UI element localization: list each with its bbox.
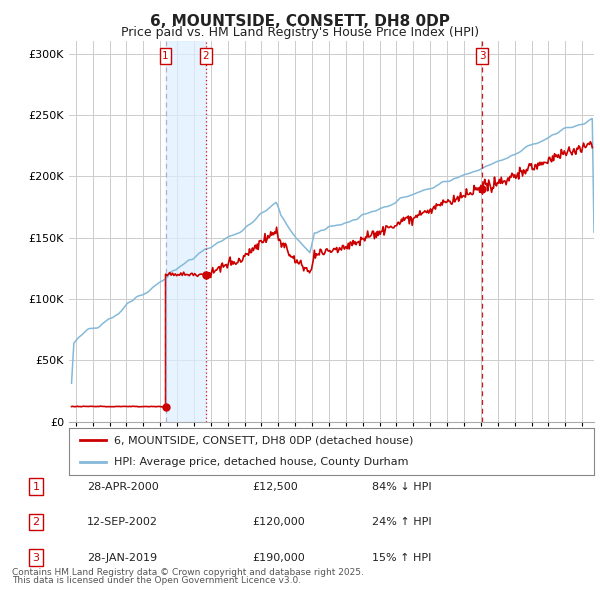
Text: 2: 2	[203, 51, 209, 61]
Text: Contains HM Land Registry data © Crown copyright and database right 2025.: Contains HM Land Registry data © Crown c…	[12, 568, 364, 577]
Text: 84% ↓ HPI: 84% ↓ HPI	[372, 482, 431, 491]
Text: HPI: Average price, detached house, County Durham: HPI: Average price, detached house, Coun…	[113, 457, 408, 467]
Text: 28-JAN-2019: 28-JAN-2019	[87, 553, 157, 562]
Text: 6, MOUNTSIDE, CONSETT, DH8 0DP (detached house): 6, MOUNTSIDE, CONSETT, DH8 0DP (detached…	[113, 435, 413, 445]
Text: 3: 3	[32, 553, 40, 562]
Text: 12-SEP-2002: 12-SEP-2002	[87, 517, 158, 527]
Text: 1: 1	[32, 482, 40, 491]
Text: 3: 3	[479, 51, 485, 61]
Text: 6, MOUNTSIDE, CONSETT, DH8 0DP: 6, MOUNTSIDE, CONSETT, DH8 0DP	[150, 14, 450, 28]
Bar	[166, 41, 206, 422]
Text: 1: 1	[162, 51, 169, 61]
Text: £120,000: £120,000	[252, 517, 305, 527]
Text: 2: 2	[32, 517, 40, 527]
Text: 15% ↑ HPI: 15% ↑ HPI	[372, 553, 431, 562]
Text: £190,000: £190,000	[252, 553, 305, 562]
Text: £12,500: £12,500	[252, 482, 298, 491]
Text: This data is licensed under the Open Government Licence v3.0.: This data is licensed under the Open Gov…	[12, 576, 301, 585]
Text: Price paid vs. HM Land Registry's House Price Index (HPI): Price paid vs. HM Land Registry's House …	[121, 26, 479, 39]
Text: 24% ↑ HPI: 24% ↑ HPI	[372, 517, 431, 527]
Text: 28-APR-2000: 28-APR-2000	[87, 482, 159, 491]
